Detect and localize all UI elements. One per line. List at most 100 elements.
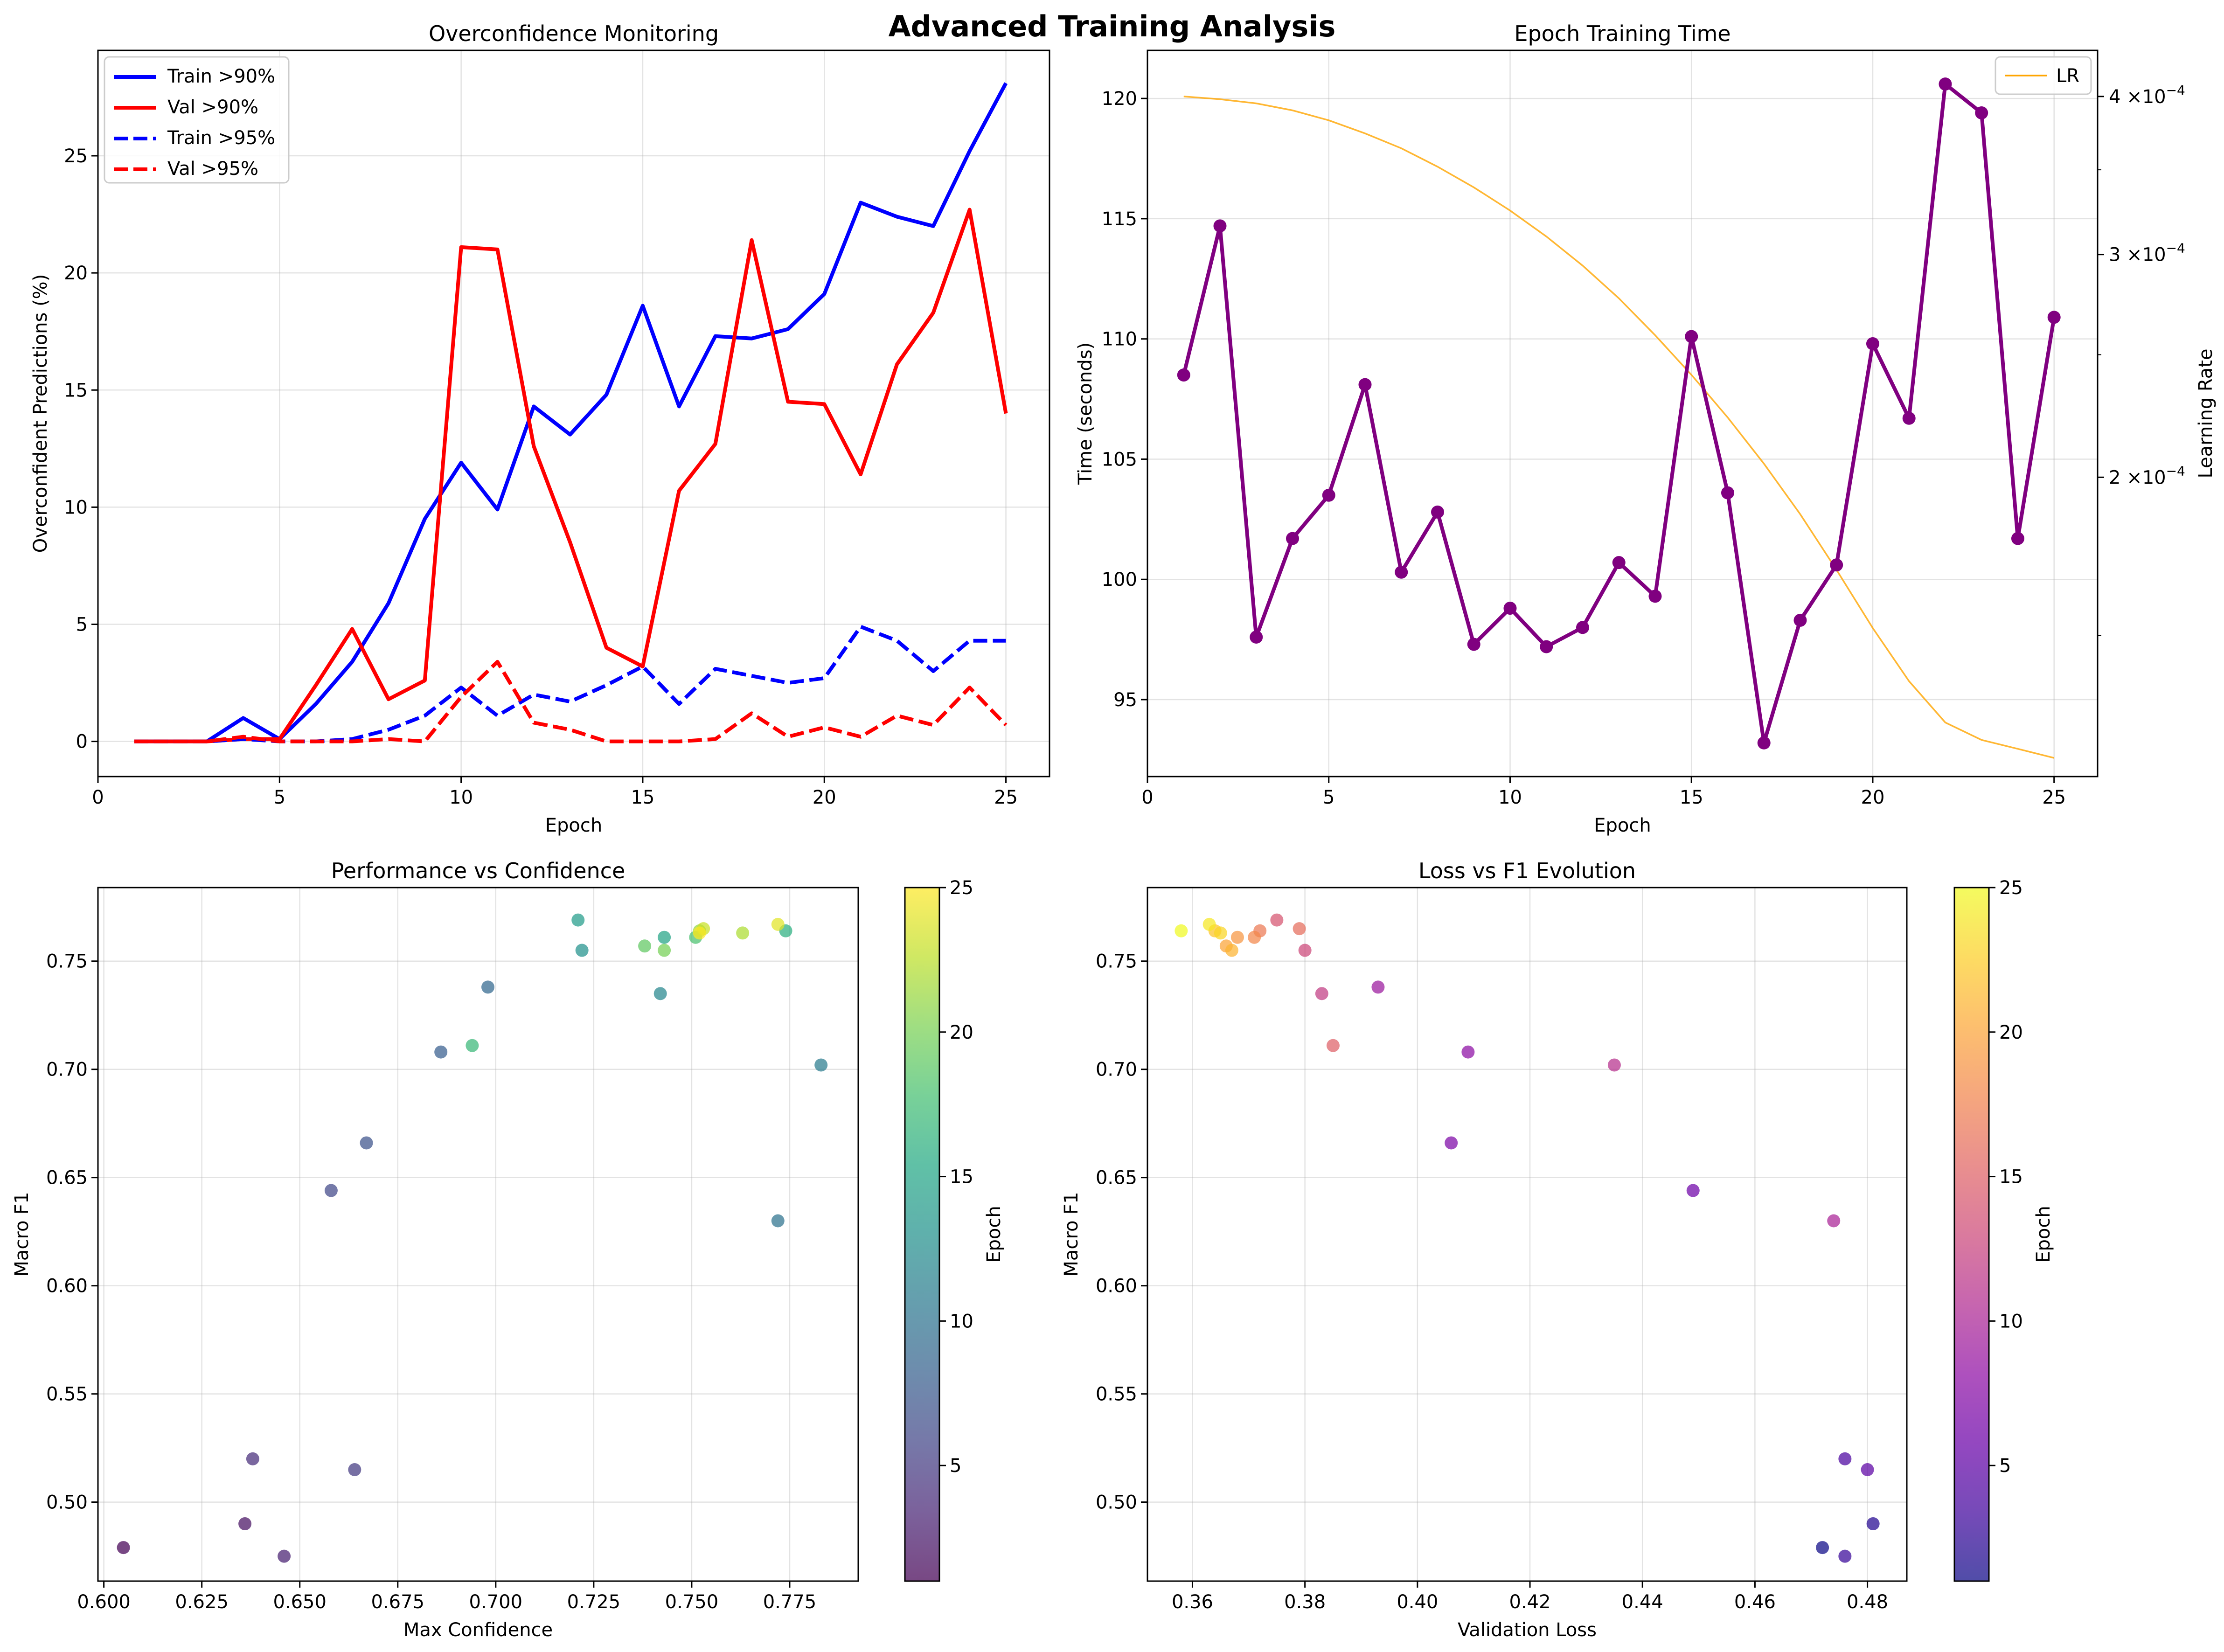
scatter-point	[658, 944, 671, 957]
colorbar-tick-label: 5	[1999, 1455, 2011, 1477]
x-tick-label: 10	[449, 787, 473, 808]
scatter-point	[771, 917, 785, 931]
scatter-point	[1202, 917, 1216, 931]
colorbar-tick-label: 10	[1999, 1311, 2023, 1332]
x-tick-label: 0.675	[371, 1591, 424, 1613]
x-tick-label: 20	[813, 787, 836, 808]
panel-title: Performance vs Confidence	[331, 858, 626, 883]
x-tick-label: 5	[1323, 787, 1334, 808]
x-tick-label: 25	[2042, 787, 2066, 808]
y-axis-label: Macro F1	[11, 1192, 33, 1277]
x-tick-label: 0.750	[665, 1591, 719, 1613]
x-tick-label: 0.650	[273, 1591, 327, 1613]
x-tick-label: 10	[1498, 787, 1522, 808]
x-tick-label: 0.700	[469, 1591, 523, 1613]
time-point	[2047, 311, 2061, 324]
scatter-point	[324, 1184, 338, 1197]
scatter-point	[1298, 944, 1312, 957]
x-tick-label: 0.600	[77, 1591, 131, 1613]
scatter-point	[1866, 1517, 1880, 1531]
legend-label: LR	[2056, 65, 2079, 87]
time-point	[1612, 556, 1626, 569]
panel-perf-vs-confidence: Performance vs Confidence 0.600 0.625 0.650…	[11, 858, 1005, 1641]
x-tick-label: 0.36	[1172, 1591, 1213, 1613]
x-tick-label: 0.38	[1284, 1591, 1326, 1613]
time-point	[1177, 368, 1190, 382]
time-point	[1648, 590, 1662, 603]
scatter-point	[238, 1517, 252, 1531]
y-tick-label: 0.50	[46, 1492, 88, 1513]
colorbar-tick-label: 5	[950, 1455, 961, 1477]
scatter-point	[348, 1463, 361, 1477]
legend-label: Val >95%	[167, 158, 258, 180]
scatter-point	[434, 1045, 448, 1059]
scatter-point	[1607, 1058, 1621, 1072]
x-tick-label: 0.48	[1847, 1591, 1888, 1613]
panel-overconfidence: Overconfidence Monitoring 0 5 10 15 20 25 0 5 10 1…	[30, 21, 1050, 836]
y-tick-label: 0.50	[1096, 1492, 1137, 1513]
scatter-point	[1816, 1541, 1829, 1555]
panel-title: Loss vs F1 Evolution	[1418, 858, 1636, 883]
colorbar	[1953, 887, 1990, 1582]
time-point	[1939, 77, 1952, 91]
scatter-point	[575, 944, 589, 957]
colorbar-tick-label: 15	[950, 1166, 973, 1188]
time-point	[1540, 640, 1553, 653]
panel-title: Epoch Training Time	[1514, 21, 1731, 46]
y-tick-label: 15	[64, 380, 88, 401]
y2-tick-label: 4 ×10−4	[2109, 83, 2185, 108]
y-tick-label: 20	[64, 263, 88, 284]
y-tick-label: 0	[76, 731, 88, 753]
time-point	[1685, 330, 1698, 343]
colorbar-tick-label: 25	[950, 877, 973, 899]
time-point	[1830, 558, 1843, 572]
x-tick-label: 0	[92, 787, 104, 808]
y-axis-label: Macro F1	[1061, 1192, 1082, 1277]
y-tick-label: 105	[1102, 449, 1137, 470]
scatter-point	[771, 1214, 785, 1228]
time-point	[1286, 532, 1299, 545]
scatter-point	[1230, 930, 1244, 944]
y-tick-label: 10	[64, 497, 88, 518]
series-line-2	[134, 208, 1008, 743]
x-tick-label: 0.42	[1509, 1591, 1550, 1613]
y-tick-label: 0.70	[1096, 1059, 1137, 1081]
legend-label: Train >95%	[167, 127, 275, 149]
time-point	[1975, 106, 1988, 120]
scatter-point	[1838, 1549, 1852, 1563]
x-tick-label: 20	[1861, 787, 1885, 808]
x-axis-label: Epoch	[1594, 815, 1651, 836]
scatter-point	[1175, 924, 1188, 937]
colorbar-tick-label: 15	[1999, 1166, 2023, 1188]
y2-tick-label: 3 ×10−4	[2109, 241, 2185, 266]
legend-label: Train >90%	[167, 66, 275, 87]
scatter-point	[736, 926, 750, 940]
legend-label: Val >90%	[167, 97, 258, 118]
scatter-point	[360, 1136, 373, 1150]
scatter-point	[1270, 913, 1284, 927]
y-tick-label: 25	[64, 146, 88, 167]
x-axis-label: Epoch	[545, 815, 602, 836]
x-axis-label: Max Confidence	[403, 1619, 553, 1641]
time-point	[1576, 621, 1589, 634]
time-point	[1358, 378, 1372, 391]
x-tick-label: 0.44	[1622, 1591, 1663, 1613]
colorbar-tick-label: 20	[1999, 1022, 2023, 1043]
y-axis-label: Overconfident Predictions (%)	[30, 274, 51, 553]
y-tick-label: 95	[1113, 689, 1137, 711]
scatter-point	[1686, 1184, 1700, 1197]
y-tick-label: 0.55	[46, 1384, 88, 1405]
y-tick-label: 100	[1102, 569, 1137, 590]
y-tick-label: 5	[76, 614, 88, 636]
x-tick-label: 0.625	[175, 1591, 229, 1613]
colorbar-tick-label: 25	[1999, 877, 2023, 899]
y-tick-label: 0.55	[1096, 1384, 1137, 1405]
y-tick-label: 115	[1102, 208, 1137, 230]
x-tick-label: 25	[994, 787, 1018, 808]
panel-epoch-time: Epoch Training Time 0 5 10 15 20 25 95 100 105 110…	[1075, 21, 2217, 836]
scatter-point	[653, 987, 667, 1000]
time-point	[1866, 337, 1879, 350]
figure-title: Advanced Training Analysis	[889, 9, 1336, 43]
time-point	[1793, 613, 1807, 627]
